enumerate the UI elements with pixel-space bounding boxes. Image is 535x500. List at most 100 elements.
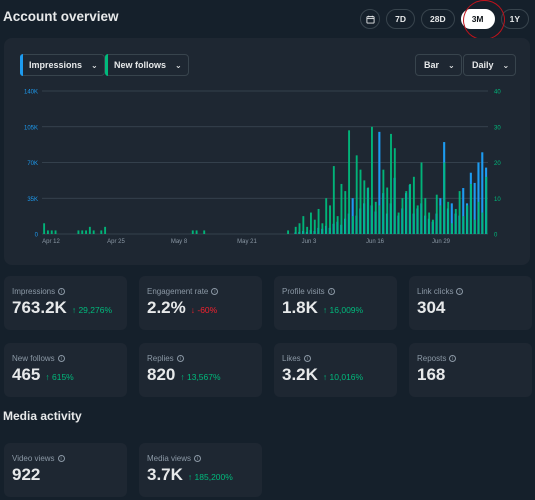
info-icon[interactable]: i	[303, 355, 311, 362]
info-icon[interactable]: i	[58, 288, 66, 295]
stat-label: Profile visits	[282, 287, 325, 296]
stat-card-likes[interactable]: Likes i 3.2K ↑ 10,016%	[274, 343, 397, 397]
follows-bar	[317, 208, 320, 234]
follows-bar	[363, 180, 366, 234]
follows-bar	[473, 219, 476, 234]
follows-bar	[203, 230, 206, 234]
follows-bar	[351, 216, 354, 234]
follows-bar	[332, 166, 335, 234]
impressions-bar	[481, 152, 484, 234]
impressions-bar	[473, 182, 476, 234]
header: Account overview 7D 28D 3M 1Y	[0, 0, 535, 36]
x-tick-label: Jun 3	[302, 239, 317, 245]
follows-bar	[481, 212, 484, 234]
range-selector: 7D 28D 3M 1Y	[360, 9, 529, 29]
stat-card-reposts[interactable]: Reposts i 168	[409, 343, 532, 397]
follows-bar	[329, 205, 331, 234]
stat-label: Engagement rate	[147, 287, 209, 296]
impressions-metric-label: Impressions	[29, 60, 83, 70]
follows-bar	[321, 223, 324, 234]
y-right-tick-label: 10	[494, 197, 501, 203]
info-icon[interactable]: i	[194, 455, 202, 462]
stat-label: Replies	[147, 354, 174, 363]
info-icon[interactable]: i	[327, 288, 335, 295]
follows-bar	[462, 216, 465, 234]
follows-bar	[435, 194, 438, 234]
chart-type-label: Bar	[424, 60, 440, 70]
follows-bar	[401, 198, 404, 234]
calendar-button[interactable]	[360, 9, 381, 29]
stat-label: New follows	[12, 354, 55, 363]
info-icon[interactable]: i	[57, 355, 65, 362]
calendar-icon	[366, 15, 375, 24]
follows-bar	[50, 230, 53, 234]
stat-card-link-clicks[interactable]: Link clicks i 304	[409, 276, 532, 330]
stat-card-impressions[interactable]: Impressions i 763.2K ↑ 29,276%	[4, 276, 127, 330]
follows-bar	[306, 226, 309, 234]
follows-bar	[397, 212, 400, 234]
x-tick-label: Jun 16	[366, 239, 385, 245]
follows-bar	[344, 191, 347, 234]
follows-bar	[485, 176, 488, 234]
follows-bar	[302, 216, 305, 234]
follows-bar	[43, 223, 46, 234]
follows-bar	[424, 198, 427, 234]
stat-value: 763.2K	[12, 298, 67, 317]
follows-bar	[294, 226, 297, 234]
y-left-tick-label: 140K	[24, 90, 38, 96]
stat-card-media-views[interactable]: Media views i 3.7K ↑ 185,200%	[139, 443, 262, 497]
impressions-color-indicator	[20, 54, 23, 76]
follows-bar	[191, 230, 194, 234]
stat-card-replies[interactable]: Replies i 820 ↑ 13,567%	[139, 343, 262, 397]
chart-type-dropdown[interactable]: Bar ⌄	[415, 54, 462, 76]
follows-bar	[367, 187, 370, 234]
follows-bar	[409, 183, 412, 234]
follows-bar	[336, 216, 339, 234]
follows-bar	[100, 230, 103, 234]
interval-dropdown[interactable]: Daily ⌄	[463, 54, 517, 76]
follows-bar	[340, 183, 343, 234]
stat-card-new-follows[interactable]: New follows i 465 ↑ 615%	[4, 343, 127, 397]
stat-value: 2.2%	[147, 298, 186, 317]
info-icon[interactable]: i	[176, 355, 184, 362]
range-28d-button[interactable]: 28D	[421, 9, 455, 29]
impressions-metric-dropdown[interactable]: Impressions ⌄	[20, 54, 105, 76]
stat-card-profile-visits[interactable]: Profile visits i 1.8K ↑ 16,009%	[274, 276, 397, 330]
info-icon[interactable]: i	[449, 355, 457, 362]
stat-value: 820	[147, 365, 176, 384]
impressions-bar	[462, 188, 465, 234]
x-tick-label: May 21	[237, 239, 257, 245]
follows-metric-dropdown[interactable]: New follows ⌄	[105, 54, 189, 76]
follows-bar	[88, 226, 91, 234]
y-left-tick-label: 70K	[27, 161, 38, 167]
follows-color-indicator	[105, 54, 108, 76]
stat-value: 922	[12, 465, 41, 484]
page-title: Account overview	[3, 9, 119, 24]
follows-bar	[447, 201, 450, 234]
chevron-down-icon: ⌄	[448, 60, 455, 70]
follows-bar	[451, 223, 453, 234]
range-3m-button[interactable]: 3M	[460, 9, 495, 29]
range-1y-button[interactable]: 1Y	[500, 9, 529, 29]
follows-bar	[371, 126, 373, 234]
follows-bar	[477, 201, 480, 234]
stat-value: 465	[12, 365, 41, 384]
impressions-bar	[378, 131, 381, 234]
follows-bar	[313, 219, 316, 234]
info-icon[interactable]: i	[456, 288, 464, 295]
stat-change: ↑ 13,567%	[180, 372, 221, 382]
info-icon[interactable]: i	[211, 288, 219, 295]
stat-change: ↓ -60%	[190, 305, 218, 315]
stat-value: 3.2K	[282, 365, 318, 384]
follows-bar	[428, 212, 431, 234]
follows-bar	[104, 226, 107, 234]
stat-card-video-views[interactable]: Video views i 922	[4, 443, 127, 497]
stat-value: 3.7K	[147, 465, 183, 484]
x-tick-label: Jun 29	[432, 239, 451, 245]
stat-label: Impressions	[12, 287, 56, 296]
follows-bar	[92, 230, 95, 234]
range-7d-button[interactable]: 7D	[386, 9, 415, 29]
follows-bar	[466, 205, 469, 234]
stat-card-engagement-rate[interactable]: Engagement rate i 2.2% ↓ -60%	[139, 276, 262, 330]
info-icon[interactable]: i	[57, 455, 65, 462]
